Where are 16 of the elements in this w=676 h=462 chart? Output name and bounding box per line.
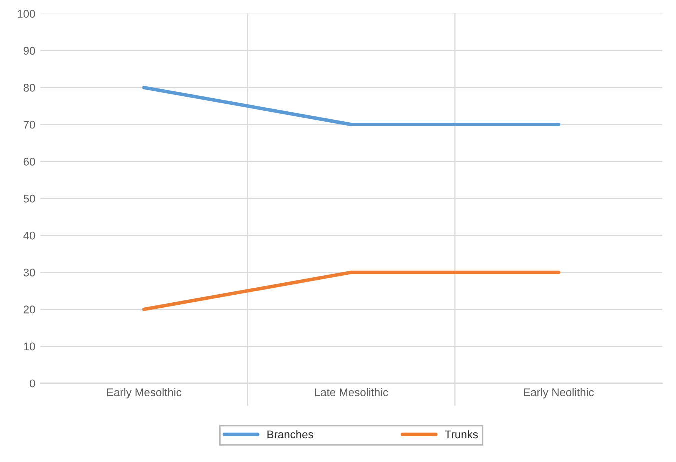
y-tick-label: 40 <box>24 232 36 240</box>
legend-label: Branches <box>268 430 314 439</box>
y-tick-label: 100 <box>18 10 36 18</box>
y-tick-label: 70 <box>24 121 36 129</box>
legend-label: Trunks <box>445 430 478 439</box>
x-tick-label: Late Mesolithic <box>315 388 388 396</box>
y-tick-label: 10 <box>24 342 36 351</box>
y-tick-label: 0 <box>30 380 36 388</box>
y-tick-label: 90 <box>24 47 36 55</box>
y-tick-label: 80 <box>24 84 36 92</box>
y-tick-label: 20 <box>24 306 36 314</box>
y-tick-label: 50 <box>24 194 36 203</box>
x-tick-label: Early Mesolthic <box>107 388 182 399</box>
x-tick-label: Early Neolithic <box>524 388 594 399</box>
y-tick-label: 30 <box>24 268 36 277</box>
y-tick-label: 60 <box>24 158 36 166</box>
